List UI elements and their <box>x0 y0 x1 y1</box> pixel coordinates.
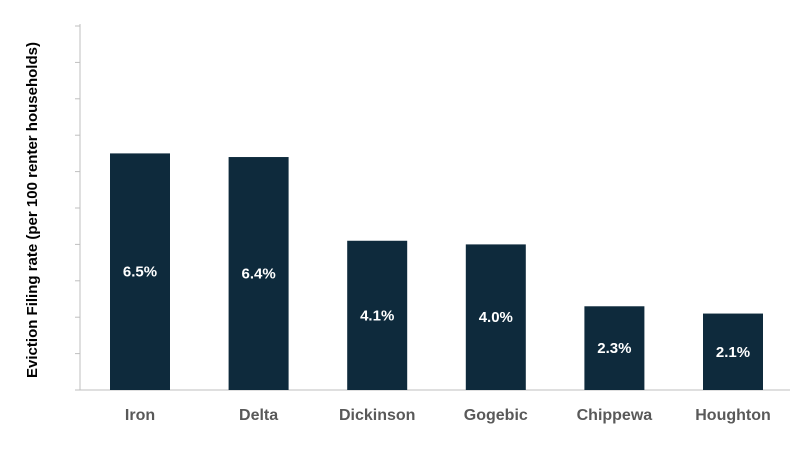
bars <box>110 153 763 390</box>
y-axis <box>75 24 81 391</box>
data-labels: 6.5% 6.4% 4.1% 4.0% 2.3% 2.1% <box>123 264 750 361</box>
bar-dickinson <box>347 240 408 390</box>
bar-iron <box>110 153 170 390</box>
category-label-iron: Iron <box>125 407 155 424</box>
category-label-delta: Delta <box>239 407 278 424</box>
bar-houghton <box>703 313 763 390</box>
category-label-gogebic: Gogebic <box>464 407 528 424</box>
data-label-iron: 6.5% <box>123 264 157 281</box>
category-label-houghton: Houghton <box>695 407 771 424</box>
data-label-gogebic: 4.0% <box>479 309 513 326</box>
bar-delta <box>228 157 289 390</box>
data-label-houghton: 2.1% <box>716 344 750 361</box>
category-labels: Iron Delta Dickinson Gogebic Chippewa Houghto… <box>125 407 771 424</box>
category-label-dickinson: Dickinson <box>339 407 415 424</box>
bar-chippewa <box>584 306 645 390</box>
category-label-chippewa: Chippewa <box>577 407 653 424</box>
y-axis-title: Eviction Filing rate (per 100 renter hou… <box>24 42 41 378</box>
bar-gogebic <box>465 244 526 390</box>
data-label-delta: 6.4% <box>241 266 275 283</box>
data-label-dickinson: 4.1% <box>360 307 394 324</box>
data-label-chippewa: 2.3% <box>597 340 631 357</box>
